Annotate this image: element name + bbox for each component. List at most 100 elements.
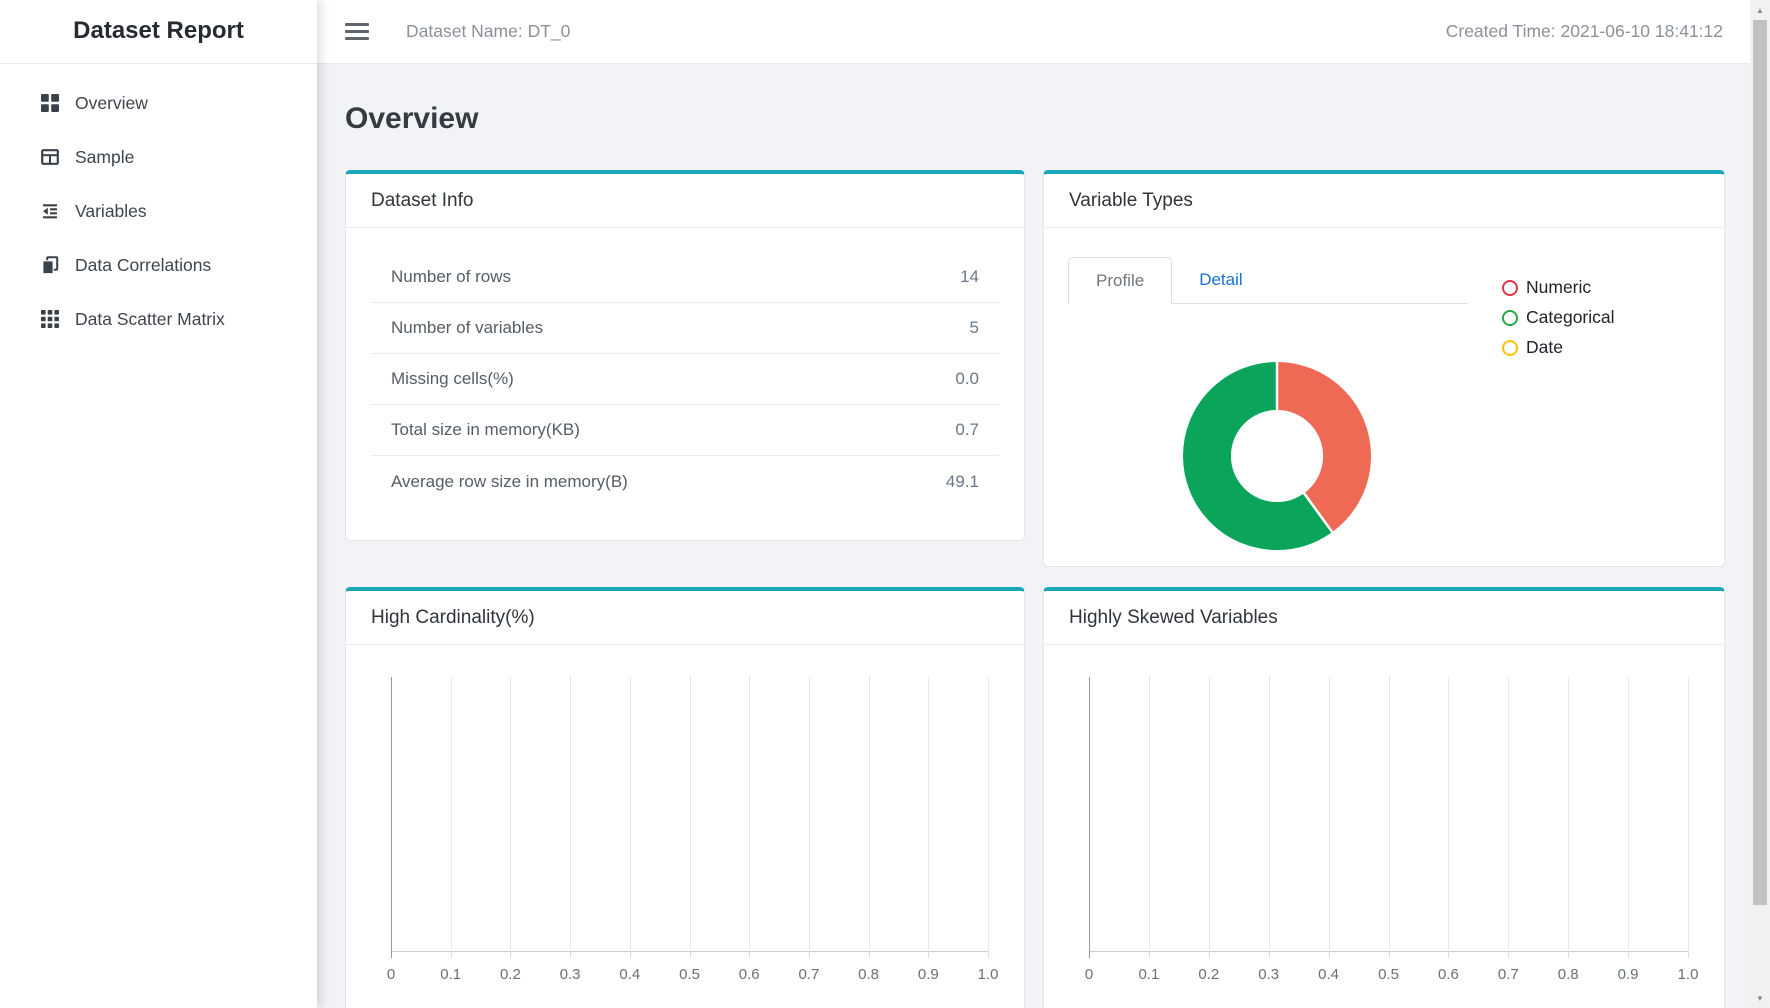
dataset-name-label: Dataset Name: DT_0 bbox=[406, 21, 571, 41]
legend-ring-icon bbox=[1502, 309, 1518, 326]
sidebar-item-label: Data Scatter Matrix bbox=[75, 308, 225, 329]
cards-grid: Dataset Info Number of rows 14 Number of… bbox=[345, 170, 1727, 1008]
row-value: 49.1 bbox=[945, 471, 979, 491]
sidebar-nav: Overview Sample Variables Data Correlati… bbox=[0, 64, 317, 346]
x-tick-label: 0 bbox=[1084, 966, 1094, 983]
scrollbar[interactable]: ▲ ▼ bbox=[1750, 0, 1770, 1008]
card-title: Variable Types bbox=[1044, 174, 1724, 228]
gridline bbox=[450, 677, 452, 951]
row-value: 0.0 bbox=[955, 369, 979, 388]
scroll-up-icon[interactable]: ▲ bbox=[1756, 5, 1764, 15]
x-tick-label: 0.1 bbox=[1138, 966, 1160, 983]
row-value: 0.7 bbox=[955, 420, 979, 439]
gridline bbox=[749, 677, 751, 951]
table-row: Missing cells(%) 0.0 bbox=[371, 354, 999, 405]
axis-tick bbox=[510, 951, 512, 958]
sidebar-item-sample[interactable]: Sample bbox=[0, 130, 317, 184]
table-row: Average row size in memory(B) 49.1 bbox=[371, 456, 999, 507]
row-label: Missing cells(%) bbox=[391, 369, 514, 388]
sidebar-item-data-correlations[interactable]: Data Correlations bbox=[0, 238, 317, 292]
y-axis-line bbox=[391, 677, 392, 958]
scroll-down-icon[interactable]: ▼ bbox=[1756, 993, 1764, 1003]
table-row: Number of variables 5 bbox=[371, 303, 999, 354]
gridline bbox=[1688, 677, 1689, 951]
scrollbar-thumb[interactable] bbox=[1753, 20, 1767, 905]
sidebar-item-label: Variables bbox=[75, 200, 147, 221]
table-row: Total size in memory(KB) 0.7 bbox=[371, 405, 999, 456]
created-time-label: Created Time: 2021-06-10 18:41:12 bbox=[1445, 21, 1723, 41]
x-tick-label: 0.4 bbox=[1318, 966, 1340, 983]
axis-tick bbox=[1208, 951, 1210, 958]
tab-detail[interactable]: Detail bbox=[1199, 270, 1243, 289]
gridline bbox=[1508, 677, 1510, 951]
sidebar-item-data-scatter-matrix[interactable]: Data Scatter Matrix bbox=[0, 292, 317, 346]
axis-tick bbox=[749, 951, 751, 958]
x-tick-label: 0.9 bbox=[917, 966, 939, 983]
x-tick-label: 0.8 bbox=[858, 966, 880, 983]
menu-toggle-icon[interactable] bbox=[345, 23, 369, 40]
row-label: Average row size in memory(B) bbox=[391, 471, 628, 491]
axis-tick bbox=[1448, 951, 1450, 958]
gridline bbox=[1268, 677, 1270, 951]
legend-label: Date bbox=[1526, 337, 1563, 357]
gridline bbox=[928, 677, 930, 951]
axis-tick bbox=[1328, 951, 1330, 958]
gridline bbox=[1568, 677, 1570, 951]
gridline bbox=[1628, 677, 1630, 951]
x-tick-label: 0.8 bbox=[1557, 966, 1579, 983]
chart-legend: Numeric Categorical Date bbox=[1502, 274, 1615, 364]
gridline bbox=[1448, 677, 1450, 951]
axis-tick bbox=[1508, 951, 1510, 958]
gridline bbox=[1328, 677, 1330, 951]
gridline bbox=[629, 677, 631, 951]
variable-types-tabs: Profile Detail bbox=[1068, 257, 1468, 304]
x-tick-label: 0.2 bbox=[1198, 966, 1220, 983]
main-content: Overview Dataset Info Number of rows 14 … bbox=[317, 64, 1750, 1008]
x-tick-label: 0.5 bbox=[1378, 966, 1399, 983]
highly-skewed-card: Highly Skewed Variables 0 0.1 0.2 0.3 0.4 0.5… bbox=[1043, 587, 1725, 1008]
legend-item-categorical[interactable]: Categorical bbox=[1502, 304, 1615, 331]
axis-tick bbox=[868, 951, 870, 958]
axis-tick bbox=[1628, 951, 1630, 958]
axis-tick bbox=[1148, 951, 1150, 958]
sidebar-item-variables[interactable]: Variables bbox=[0, 184, 317, 238]
variable-types-donut-chart bbox=[1183, 361, 1371, 550]
x-axis-labels: 0 0.1 0.2 0.3 0.4 0.5 0.6 0.7 0.8 0.9 1.0 bbox=[387, 966, 999, 986]
gridline bbox=[1388, 677, 1390, 951]
x-tick-label: 0.3 bbox=[559, 966, 581, 983]
sidebar: Dataset Report Overview Sample Variables bbox=[0, 0, 317, 1008]
row-value: 5 bbox=[969, 318, 979, 337]
axis-tick bbox=[928, 951, 930, 958]
row-label: Total size in memory(KB) bbox=[391, 420, 580, 439]
gridline bbox=[808, 677, 810, 951]
x-tick-label: 0.3 bbox=[1258, 966, 1280, 983]
high-cardinality-card: High Cardinality(%) 0 0.1 0.2 0.3 0.4 0.5 0.6 0… bbox=[345, 587, 1025, 1008]
sidebar-item-overview[interactable]: Overview bbox=[0, 76, 317, 130]
axis-tick bbox=[1568, 951, 1570, 958]
table-icon bbox=[40, 148, 60, 166]
x-tick-label: 0 bbox=[386, 966, 396, 983]
x-tick-label: 0.6 bbox=[738, 966, 760, 983]
x-tick-label: 0.2 bbox=[499, 966, 521, 983]
legend-item-numeric[interactable]: Numeric bbox=[1502, 274, 1615, 301]
card-title: High Cardinality(%) bbox=[346, 591, 1024, 645]
gridline bbox=[988, 677, 989, 951]
page-title: Overview bbox=[345, 102, 479, 135]
copy-icon bbox=[40, 256, 60, 274]
x-tick-label: 0.6 bbox=[1437, 966, 1459, 983]
axis-tick bbox=[1688, 951, 1689, 958]
x-tick-label: 0.7 bbox=[798, 966, 820, 983]
axis-tick bbox=[1388, 951, 1390, 958]
gridline bbox=[868, 677, 870, 951]
tab-profile[interactable]: Profile bbox=[1068, 257, 1173, 304]
gridline bbox=[689, 677, 691, 951]
app-title: Dataset Report bbox=[0, 0, 317, 64]
th-grid-icon bbox=[40, 310, 60, 328]
sidebar-item-label: Overview bbox=[75, 92, 148, 113]
x-tick-label: 0.5 bbox=[679, 966, 700, 983]
x-tick-label: 1.0 bbox=[977, 966, 999, 983]
axis-tick bbox=[988, 951, 989, 958]
legend-item-date[interactable]: Date bbox=[1502, 334, 1615, 361]
dataset-info-table: Number of rows 14 Number of variables 5 … bbox=[371, 252, 999, 507]
